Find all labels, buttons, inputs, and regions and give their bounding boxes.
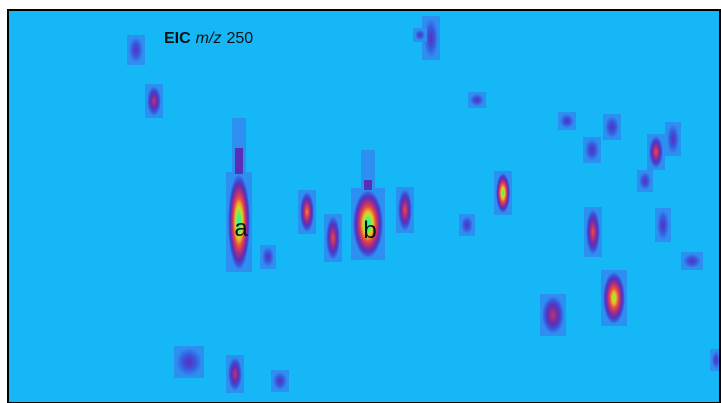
peak-core bbox=[496, 173, 510, 213]
chart-title-main: EIC bbox=[164, 30, 191, 47]
chart-title-value: 250 bbox=[226, 30, 253, 47]
peak-tail-core bbox=[364, 180, 372, 190]
peak-spot-18 bbox=[584, 207, 602, 257]
peak-core bbox=[353, 190, 383, 258]
peak-core bbox=[586, 209, 600, 255]
peak-layer bbox=[127, 16, 721, 393]
peak-spot-10 bbox=[494, 171, 512, 215]
chart-title-italic: m/z bbox=[196, 30, 222, 47]
peak-core bbox=[639, 172, 651, 190]
peak-label-a: a bbox=[234, 215, 248, 242]
peak-tail-core bbox=[235, 148, 243, 174]
peak-core bbox=[262, 247, 274, 267]
peak-core bbox=[424, 18, 438, 58]
peak-core bbox=[605, 116, 619, 138]
peak-core bbox=[326, 216, 340, 260]
peak-spot-3 bbox=[145, 84, 163, 118]
peak-spot-26 bbox=[710, 349, 721, 371]
peak-core bbox=[542, 296, 564, 334]
peak-spot-19 bbox=[655, 208, 671, 242]
peak-core bbox=[470, 94, 484, 106]
peak-core bbox=[228, 357, 242, 391]
peak-core bbox=[603, 272, 625, 324]
peak-spot-7 bbox=[324, 214, 342, 262]
peak-spot-2 bbox=[422, 16, 440, 60]
peak-spot-27 bbox=[260, 245, 276, 269]
chart-title: EIC m/z 250 bbox=[164, 30, 253, 47]
peak-spot-15 bbox=[647, 134, 665, 170]
peak-spot-12 bbox=[558, 112, 576, 130]
peak-core bbox=[398, 189, 412, 231]
peak-core bbox=[657, 210, 669, 240]
peak-spot-11 bbox=[459, 214, 475, 236]
peak-core bbox=[560, 114, 574, 128]
peak-spot-28 bbox=[413, 28, 427, 42]
peak-label-b: b bbox=[363, 217, 376, 244]
peak-core bbox=[683, 254, 701, 268]
peak-core bbox=[585, 139, 599, 161]
peak-core bbox=[300, 192, 314, 232]
peak-core bbox=[147, 86, 161, 116]
peak-core bbox=[667, 124, 679, 154]
peak-core bbox=[712, 351, 720, 369]
peak-spot-13 bbox=[603, 114, 621, 140]
peak-spot-22 bbox=[540, 294, 566, 336]
peak-spot-8 bbox=[351, 150, 385, 260]
peak-spot-24 bbox=[226, 355, 244, 393]
peak-core bbox=[649, 136, 663, 168]
plot-border bbox=[7, 9, 721, 403]
peak-spot-17 bbox=[637, 170, 653, 192]
peak-core bbox=[415, 30, 425, 40]
peak-core bbox=[461, 216, 473, 234]
peak-spot-6 bbox=[298, 190, 316, 234]
peak-spot-4 bbox=[468, 92, 486, 108]
peak-core bbox=[176, 348, 202, 376]
peak-spot-21 bbox=[601, 270, 627, 326]
peak-spot-14 bbox=[583, 137, 601, 163]
peak-spot-5 bbox=[226, 118, 252, 272]
peak-spot-23 bbox=[174, 346, 204, 378]
peak-spot-9 bbox=[396, 187, 414, 233]
peak-spot-20 bbox=[681, 252, 703, 270]
peak-core bbox=[273, 372, 287, 390]
peak-spot-1 bbox=[127, 35, 145, 65]
peak-spot-16 bbox=[665, 122, 681, 156]
peak-spot-25 bbox=[271, 370, 289, 392]
peak-core bbox=[228, 174, 250, 270]
peak-core bbox=[129, 37, 143, 63]
